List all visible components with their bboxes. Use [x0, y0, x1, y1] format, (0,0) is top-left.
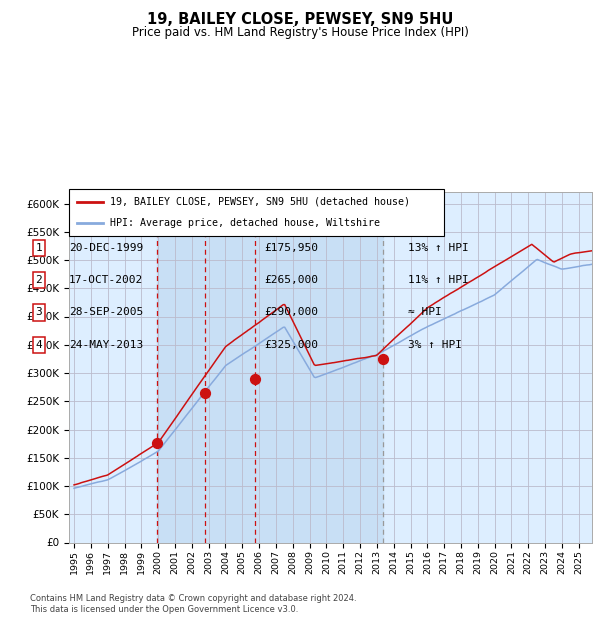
- Bar: [205, 192, 255, 542]
- Text: This data is licensed under the Open Government Licence v3.0.: This data is licensed under the Open Gov…: [30, 604, 298, 614]
- Point: [152, 438, 162, 448]
- Bar: [157, 192, 205, 542]
- Text: 4: 4: [379, 211, 388, 221]
- Text: 28-SEP-2005: 28-SEP-2005: [69, 308, 143, 317]
- Text: 17-OCT-2002: 17-OCT-2002: [69, 275, 143, 285]
- Text: £290,000: £290,000: [264, 308, 318, 317]
- Text: 4: 4: [35, 340, 43, 350]
- Text: 20-DEC-1999: 20-DEC-1999: [69, 243, 143, 253]
- Text: 1: 1: [154, 211, 161, 221]
- Text: £265,000: £265,000: [264, 275, 318, 285]
- Text: 13% ↑ HPI: 13% ↑ HPI: [408, 243, 469, 253]
- Text: 11% ↑ HPI: 11% ↑ HPI: [408, 275, 469, 285]
- Text: Price paid vs. HM Land Registry's House Price Index (HPI): Price paid vs. HM Land Registry's House …: [131, 26, 469, 39]
- Text: Contains HM Land Registry data © Crown copyright and database right 2024.: Contains HM Land Registry data © Crown c…: [30, 593, 356, 603]
- Text: 2: 2: [35, 275, 43, 285]
- Point: [379, 354, 388, 364]
- Text: £175,950: £175,950: [264, 243, 318, 253]
- Text: 2: 2: [201, 211, 209, 221]
- Text: 3: 3: [251, 211, 259, 221]
- Text: 3: 3: [35, 308, 43, 317]
- Text: ≈ HPI: ≈ HPI: [408, 308, 442, 317]
- Text: 24-MAY-2013: 24-MAY-2013: [69, 340, 143, 350]
- Point: [250, 374, 260, 384]
- Text: HPI: Average price, detached house, Wiltshire: HPI: Average price, detached house, Wilt…: [110, 218, 380, 228]
- Bar: [255, 192, 383, 542]
- Point: [200, 388, 210, 398]
- Text: 3% ↑ HPI: 3% ↑ HPI: [408, 340, 462, 350]
- Text: 19, BAILEY CLOSE, PEWSEY, SN9 5HU: 19, BAILEY CLOSE, PEWSEY, SN9 5HU: [147, 12, 453, 27]
- Text: 19, BAILEY CLOSE, PEWSEY, SN9 5HU (detached house): 19, BAILEY CLOSE, PEWSEY, SN9 5HU (detac…: [110, 197, 410, 206]
- FancyBboxPatch shape: [69, 189, 444, 236]
- Text: £325,000: £325,000: [264, 340, 318, 350]
- Text: 1: 1: [35, 243, 43, 253]
